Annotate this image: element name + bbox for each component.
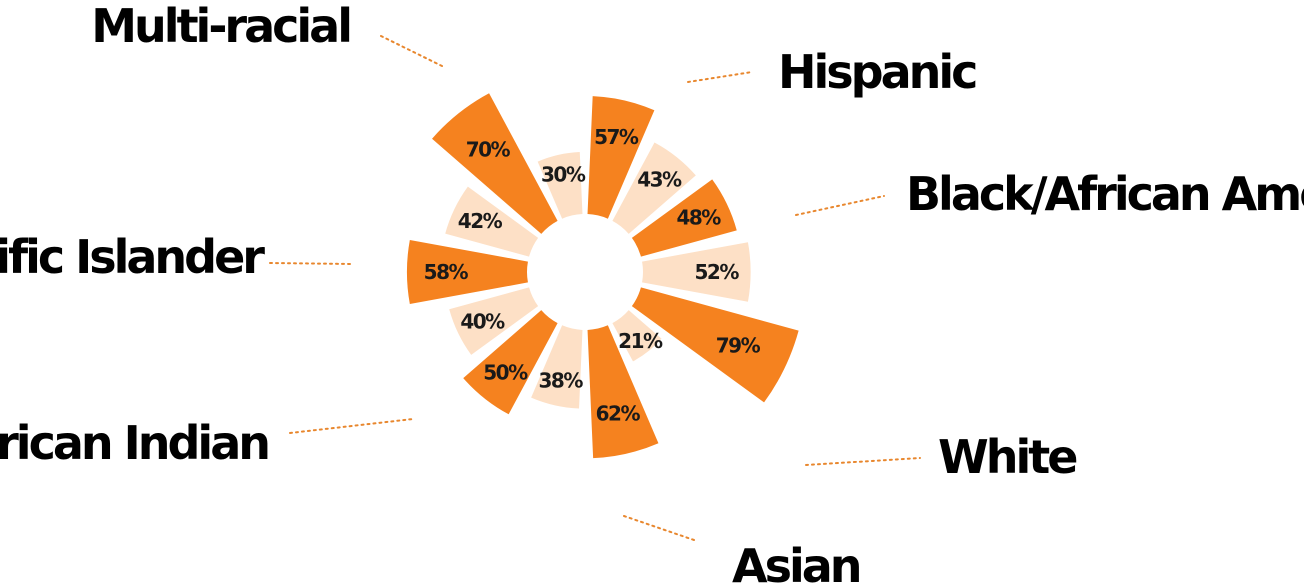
bar-multi-racial-secondary	[537, 152, 583, 219]
value-label-hispanic-primary: 57%	[594, 125, 639, 149]
bar-american-indian-secondary	[449, 287, 539, 355]
value-label-pacific-islander-primary: 58%	[424, 260, 469, 284]
bar-asian-primary	[587, 325, 659, 459]
leader-multi-racial	[380, 35, 443, 67]
leader-black	[795, 195, 885, 216]
value-label-black-african-american-primary: 48%	[676, 206, 721, 230]
value-label-black-african-american-secondary: 52%	[695, 260, 740, 284]
chart-sectors	[406, 93, 799, 459]
value-label-multi-racial-secondary: 30%	[541, 162, 586, 186]
category-label-hispanic: Hispanic	[778, 45, 976, 99]
bar-pacific-islander-primary	[406, 239, 528, 305]
value-label-multi-racial-primary: 70%	[466, 138, 511, 162]
category-label-american-indian: American Indian	[0, 416, 268, 470]
value-label-pacific-islander-secondary: 42%	[458, 209, 503, 233]
bar-pacific-islander-secondary	[445, 186, 539, 257]
category-label-asian: Asian	[732, 539, 860, 588]
leader-asian	[623, 515, 695, 541]
bar-asian-secondary	[531, 325, 583, 409]
chart-value-labels: 57% 43% 48% 52% 79% 21% 62% 38% 50% 40% 58% 42% 70% 3…	[424, 125, 762, 426]
chart-leader-lines	[269, 35, 921, 541]
category-label-multi-racial: Multi-racial	[91, 0, 350, 53]
value-label-asian-primary: 62%	[596, 402, 641, 426]
leader-pacific-islander	[269, 262, 354, 265]
category-label-white: White	[938, 430, 1076, 484]
value-label-white-primary: 79%	[716, 333, 761, 357]
leader-hispanic	[687, 71, 753, 83]
value-label-white-secondary: 21%	[618, 329, 663, 353]
bar-white-primary	[631, 287, 799, 403]
value-label-american-indian-secondary: 40%	[460, 310, 505, 334]
value-label-hispanic-secondary: 43%	[637, 167, 682, 191]
value-label-asian-secondary: 38%	[539, 369, 584, 393]
bar-white-secondary	[612, 310, 662, 362]
bar-american-indian-primary	[463, 310, 558, 415]
bar-hispanic-primary	[587, 96, 655, 219]
bar-hispanic-secondary	[612, 142, 696, 234]
bar-multi-racial-primary	[432, 93, 558, 234]
category-label-pacific-islander: Pacific Islander	[0, 230, 265, 284]
category-label-black: Black/African American	[906, 167, 1304, 221]
leader-white	[805, 457, 921, 466]
leader-american-indian	[289, 418, 414, 434]
bar-black-african-american-secondary	[642, 242, 751, 302]
value-label-american-indian-primary: 50%	[483, 360, 528, 384]
bar-black-african-american-primary	[631, 179, 737, 257]
